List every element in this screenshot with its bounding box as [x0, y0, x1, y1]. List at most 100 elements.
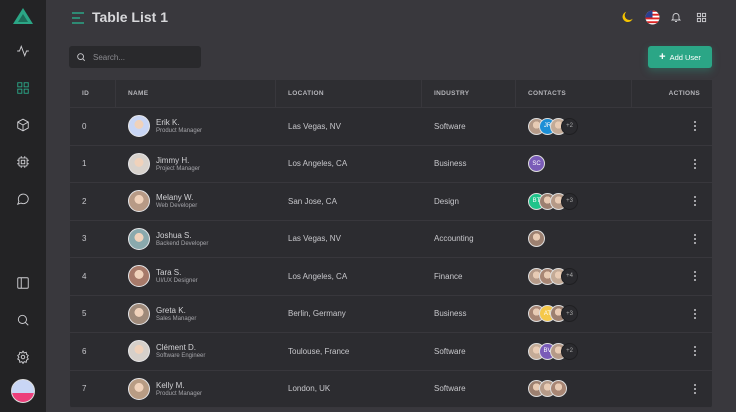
user-avatar	[128, 115, 150, 138]
contacts-group: SC	[516, 155, 632, 173]
more-contacts-badge[interactable]: +3	[561, 305, 578, 323]
user-role: Sales Manager	[156, 315, 197, 322]
user-avatar	[128, 302, 150, 325]
user-avatar	[128, 227, 150, 250]
row-id: 1	[82, 159, 87, 169]
location: Berlin, Germany	[288, 309, 346, 319]
location: Las Vegas, NV	[288, 121, 341, 131]
user-role: Product Manager	[156, 390, 203, 397]
column-header-contacts[interactable]: CONTACTS	[516, 80, 632, 107]
add-user-button[interactable]: + Add User	[648, 46, 712, 68]
users-table: ID NAME LOCATION INDUSTRY CONTACTS ACTIO…	[70, 80, 712, 408]
more-actions-icon[interactable]	[690, 345, 700, 357]
layout-icon[interactable]	[13, 273, 33, 293]
location: Los Angeles, CA	[288, 159, 348, 169]
logo-icon[interactable]	[12, 7, 34, 30]
user-name: Greta K.	[156, 305, 186, 315]
more-actions-icon[interactable]	[690, 383, 700, 395]
row-id: 4	[82, 271, 87, 281]
user-name: Erik K.	[156, 118, 180, 128]
column-header-actions: ACTIONS	[668, 90, 700, 97]
search-input[interactable]	[93, 52, 193, 62]
table-row: 6 Clément D. Software Engineer Toulouse, …	[70, 333, 712, 371]
more-contacts-badge[interactable]: +3	[561, 192, 578, 210]
column-header-location[interactable]: LOCATION	[276, 80, 422, 107]
industry: Accounting	[434, 234, 474, 244]
cpu-icon[interactable]	[13, 152, 33, 172]
contacts-group	[516, 380, 632, 398]
more-actions-icon[interactable]	[690, 158, 700, 170]
user-role: Project Manager	[156, 165, 201, 172]
more-contacts-badge[interactable]: +4	[561, 267, 578, 285]
contact-photo-avatar[interactable]	[528, 230, 545, 248]
contacts-group	[516, 230, 632, 248]
contact-initials-avatar[interactable]: SC	[528, 155, 545, 173]
column-header-id[interactable]: ID	[70, 80, 116, 107]
apps-grid-icon[interactable]	[693, 9, 709, 25]
page-title: Table List 1	[92, 9, 168, 25]
industry: Software	[434, 384, 466, 394]
bell-icon[interactable]	[668, 9, 684, 25]
user-role: Product Manager	[156, 128, 203, 135]
contact-photo-avatar[interactable]	[550, 380, 567, 398]
contacts-group: +4	[516, 267, 632, 285]
user-avatar	[128, 190, 150, 213]
table-row: 4 Tara S. UI/UX Designer Los Angeles, CA …	[70, 258, 712, 296]
us-flag-icon[interactable]	[644, 9, 660, 25]
table-row: 5 Greta K. Sales Manager Berlin, Germany …	[70, 296, 712, 333]
user-avatar	[128, 265, 150, 288]
search-icon[interactable]	[13, 310, 33, 330]
table-header: ID NAME LOCATION INDUSTRY CONTACTS ACTIO…	[70, 80, 712, 108]
plus-icon: +	[659, 51, 666, 63]
table-row: 1 Jimmy H. Project Manager Los Angeles, C…	[70, 146, 712, 183]
search-icon	[77, 53, 86, 62]
column-header-name[interactable]: NAME	[116, 80, 276, 107]
location: Los Angeles, CA	[288, 271, 348, 281]
user-avatar	[128, 377, 150, 400]
user-name: Joshua S.	[156, 230, 192, 240]
contacts-group: BT +3	[516, 192, 632, 210]
user-role: UI/UX Designer	[156, 278, 198, 285]
more-actions-icon[interactable]	[690, 195, 700, 207]
table-row: 3 Joshua S. Backend Developer Las Vegas, …	[70, 221, 712, 258]
activity-icon[interactable]	[13, 41, 33, 61]
menu-icon[interactable]	[72, 11, 85, 29]
user-avatar	[128, 340, 150, 363]
row-id: 7	[82, 384, 87, 394]
more-contacts-badge[interactable]: +2	[561, 117, 578, 135]
user-avatar	[128, 152, 150, 175]
location: San Jose, CA	[288, 196, 337, 206]
row-id: 6	[82, 346, 87, 356]
dark-mode-moon-icon[interactable]	[620, 9, 636, 25]
user-role: Software Engineer	[156, 353, 206, 360]
cube-icon[interactable]	[13, 115, 33, 135]
column-header-industry[interactable]: INDUSTRY	[422, 80, 516, 107]
industry: Finance	[434, 271, 463, 281]
more-actions-icon[interactable]	[690, 308, 700, 320]
user-name: Jimmy H.	[156, 155, 190, 165]
row-id: 0	[82, 121, 87, 131]
more-actions-icon[interactable]	[690, 233, 700, 245]
location: Toulouse, France	[288, 346, 350, 356]
chat-icon[interactable]	[13, 189, 33, 209]
location: London, UK	[288, 384, 331, 394]
industry: Business	[434, 159, 467, 169]
more-actions-icon[interactable]	[690, 120, 700, 132]
row-id: 3	[82, 234, 87, 244]
contacts-group: BV +2	[516, 342, 632, 360]
industry: Design	[434, 196, 459, 206]
user-name: Clément D.	[156, 343, 197, 353]
user-avatar[interactable]	[11, 379, 35, 403]
search-box[interactable]	[69, 46, 201, 68]
industry: Software	[434, 346, 466, 356]
grid-icon[interactable]	[13, 78, 33, 98]
more-actions-icon[interactable]	[690, 270, 700, 282]
more-contacts-badge[interactable]: +2	[561, 342, 578, 360]
settings-icon[interactable]	[13, 347, 33, 367]
industry: Software	[434, 121, 466, 131]
sidebar	[0, 0, 46, 412]
row-id: 2	[82, 196, 87, 206]
contacts-group: AT +3	[516, 305, 632, 323]
contacts-group: JR +2	[516, 117, 632, 135]
table-row: 2 Melany W. Web Developer San Jose, CA De…	[70, 183, 712, 221]
